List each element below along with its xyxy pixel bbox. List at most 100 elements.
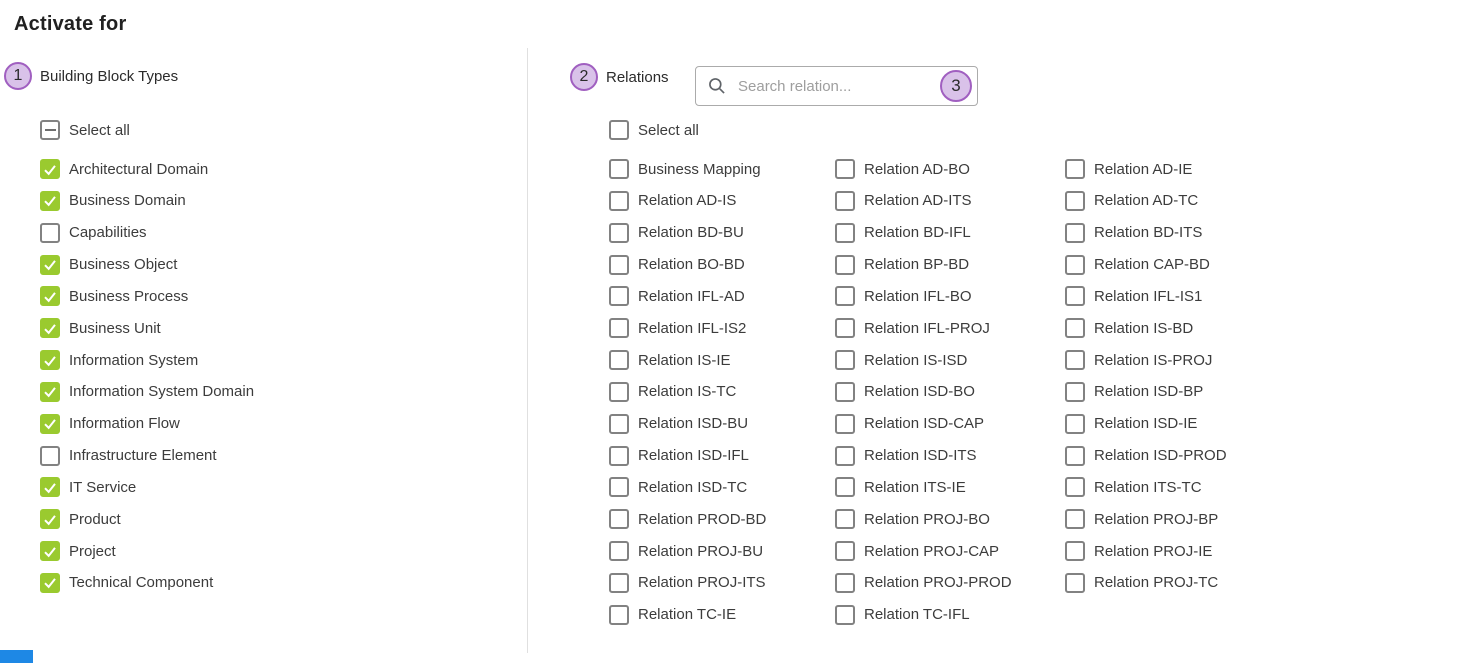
- relation-item[interactable]: Relation IS-IE: [609, 350, 835, 371]
- checkbox[interactable]: [835, 413, 855, 434]
- relation-item[interactable]: Relation PROJ-TC: [1065, 572, 1227, 593]
- relation-item[interactable]: Relation ISD-IFL: [609, 445, 835, 466]
- checkbox[interactable]: [40, 190, 60, 211]
- building-block-type-item[interactable]: Information System Domain: [40, 381, 254, 402]
- checkbox[interactable]: [835, 159, 855, 179]
- building-block-type-item[interactable]: Infrastructure Element: [40, 445, 254, 466]
- checkbox[interactable]: [835, 190, 855, 211]
- checkbox[interactable]: [609, 286, 629, 307]
- checkbox[interactable]: [835, 318, 855, 339]
- relation-item[interactable]: Relation IFL-BO: [835, 286, 1065, 307]
- checkbox[interactable]: [1065, 413, 1085, 434]
- relation-item[interactable]: Relation ISD-ITS: [835, 445, 1065, 466]
- relation-item[interactable]: Relation BD-ITS: [1065, 222, 1227, 243]
- checkbox[interactable]: [1065, 445, 1085, 466]
- checkbox[interactable]: [40, 350, 60, 371]
- building-block-type-item[interactable]: Business Process: [40, 286, 254, 307]
- relation-item[interactable]: Relation AD-ITS: [835, 190, 1065, 211]
- checkbox[interactable]: [40, 477, 60, 498]
- building-block-type-item[interactable]: Project: [40, 541, 254, 562]
- relation-item[interactable]: Relation ISD-BU: [609, 413, 835, 434]
- relation-item[interactable]: Relation BO-BD: [609, 254, 835, 275]
- relation-item[interactable]: Relation ITS-TC: [1065, 477, 1227, 498]
- relation-item[interactable]: Relation IS-ISD: [835, 350, 1065, 371]
- relation-item[interactable]: Relation IS-TC: [609, 381, 835, 402]
- relation-search-box[interactable]: 3: [695, 66, 978, 106]
- checkbox[interactable]: [40, 541, 60, 562]
- checkbox[interactable]: [609, 509, 629, 530]
- checkbox[interactable]: [1065, 477, 1085, 498]
- relation-item[interactable]: Relation IFL-AD: [609, 286, 835, 307]
- relation-item[interactable]: Relation PROJ-PROD: [835, 572, 1065, 593]
- building-block-type-item[interactable]: Technical Component: [40, 572, 254, 593]
- relation-item[interactable]: Relation PROD-BD: [609, 509, 835, 530]
- checkbox[interactable]: [609, 413, 629, 434]
- checkbox[interactable]: [609, 604, 629, 625]
- checkbox[interactable]: [609, 445, 629, 466]
- building-block-type-item[interactable]: IT Service: [40, 477, 254, 498]
- checkbox[interactable]: [609, 572, 629, 593]
- relation-search-input[interactable]: [736, 76, 933, 96]
- checkbox[interactable]: [609, 318, 629, 339]
- checkbox[interactable]: [40, 159, 60, 179]
- relation-item[interactable]: Relation PROJ-IE: [1065, 541, 1227, 562]
- relation-item[interactable]: Relation PROJ-CAP: [835, 541, 1065, 562]
- relation-item[interactable]: Relation TC-IFL: [835, 604, 1065, 625]
- checkbox[interactable]: [1065, 254, 1085, 275]
- relation-item[interactable]: Relation PROJ-ITS: [609, 572, 835, 593]
- checkbox[interactable]: [835, 381, 855, 402]
- relation-item[interactable]: Relation AD-IE: [1065, 159, 1227, 179]
- relation-item[interactable]: Relation ITS-IE: [835, 477, 1065, 498]
- checkbox[interactable]: [835, 541, 855, 562]
- relation-item[interactable]: Relation PROJ-BO: [835, 509, 1065, 530]
- relation-item[interactable]: Relation IFL-PROJ: [835, 318, 1065, 339]
- checkbox[interactable]: [40, 572, 60, 593]
- checkbox[interactable]: [40, 413, 60, 434]
- checkbox[interactable]: [835, 222, 855, 243]
- building-block-type-item[interactable]: Business Object: [40, 254, 254, 275]
- relation-item[interactable]: Relation ISD-PROD: [1065, 445, 1227, 466]
- relation-item[interactable]: Relation PROJ-BU: [609, 541, 835, 562]
- relation-item[interactable]: Relation ISD-TC: [609, 477, 835, 498]
- relation-item[interactable]: Relation IS-BD: [1065, 318, 1227, 339]
- bbt-select-all-checkbox[interactable]: [40, 120, 60, 140]
- checkbox[interactable]: [835, 604, 855, 625]
- relation-item[interactable]: Relation IFL-IS1: [1065, 286, 1227, 307]
- building-block-type-item[interactable]: Information System: [40, 350, 254, 371]
- relation-item[interactable]: Relation BD-BU: [609, 222, 835, 243]
- checkbox[interactable]: [1065, 350, 1085, 371]
- checkbox[interactable]: [1065, 381, 1085, 402]
- checkbox[interactable]: [609, 477, 629, 498]
- relation-item[interactable]: Relation AD-IS: [609, 190, 835, 211]
- checkbox[interactable]: [1065, 190, 1085, 211]
- building-block-type-item[interactable]: Architectural Domain: [40, 159, 254, 179]
- checkbox[interactable]: [609, 222, 629, 243]
- checkbox[interactable]: [40, 445, 60, 466]
- relation-item[interactable]: Relation BD-IFL: [835, 222, 1065, 243]
- checkbox[interactable]: [1065, 286, 1085, 307]
- relation-item[interactable]: Relation TC-IE: [609, 604, 835, 625]
- checkbox[interactable]: [1065, 222, 1085, 243]
- building-block-type-item[interactable]: Information Flow: [40, 413, 254, 434]
- relation-item[interactable]: Relation ISD-BO: [835, 381, 1065, 402]
- checkbox[interactable]: [40, 509, 60, 530]
- building-block-type-item[interactable]: Product: [40, 509, 254, 530]
- building-block-type-item[interactable]: Business Unit: [40, 318, 254, 339]
- relation-item[interactable]: Relation IFL-IS2: [609, 318, 835, 339]
- checkbox[interactable]: [835, 572, 855, 593]
- checkbox[interactable]: [609, 190, 629, 211]
- checkbox[interactable]: [609, 159, 629, 179]
- checkbox[interactable]: [609, 350, 629, 371]
- relation-item[interactable]: Business Mapping: [609, 159, 835, 179]
- checkbox[interactable]: [835, 254, 855, 275]
- checkbox[interactable]: [609, 541, 629, 562]
- checkbox[interactable]: [40, 318, 60, 339]
- relation-item[interactable]: Relation ISD-BP: [1065, 381, 1227, 402]
- checkbox[interactable]: [835, 350, 855, 371]
- relation-item[interactable]: Relation ISD-IE: [1065, 413, 1227, 434]
- building-block-types-select-all[interactable]: Select all: [40, 120, 130, 140]
- checkbox[interactable]: [1065, 509, 1085, 530]
- checkbox[interactable]: [835, 286, 855, 307]
- checkbox[interactable]: [40, 254, 60, 275]
- checkbox[interactable]: [40, 286, 60, 307]
